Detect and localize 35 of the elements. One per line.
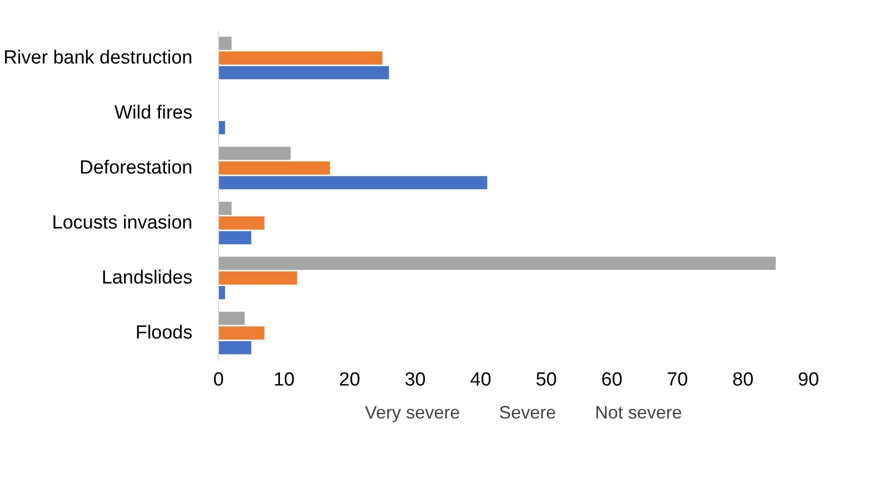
x-tick-label: 0 (213, 370, 224, 390)
bar (218, 231, 252, 244)
y-tick-label: Landslides (102, 268, 192, 288)
y-tick-label: River bank destruction (3, 48, 193, 68)
bar (218, 36, 232, 50)
bar (218, 51, 382, 65)
bar (218, 161, 330, 175)
x-tick-label: 50 (536, 370, 557, 390)
x-tick-label: 60 (601, 370, 622, 390)
x-tick-label: 90 (798, 370, 820, 390)
y-tick-label: Floods (135, 322, 193, 344)
y-tick-label: Wild fires (114, 102, 193, 124)
text: Very severe (364, 402, 460, 424)
bar (218, 176, 488, 190)
y-tick-label: Locusts invasion (52, 212, 192, 234)
x-tick-label: 40 (470, 370, 492, 390)
bar (218, 216, 264, 230)
x-tick-label: 30 (404, 370, 426, 390)
bar (218, 271, 298, 285)
bar (218, 256, 776, 270)
bar (218, 66, 389, 80)
bar (218, 326, 264, 340)
text: Severe (498, 402, 556, 424)
x-tick-label: 70 (666, 370, 688, 390)
bar (218, 121, 226, 134)
bar (218, 146, 291, 160)
y-tick-label: Deforestation (79, 158, 193, 178)
text: Not severe (595, 402, 682, 424)
bar (218, 286, 226, 300)
bar (218, 341, 252, 354)
x-tick-label: 20 (339, 370, 360, 390)
bar (218, 312, 245, 325)
x-tick-label: 10 (273, 370, 295, 390)
bar (218, 202, 232, 215)
x-tick-label: 80 (732, 370, 754, 390)
